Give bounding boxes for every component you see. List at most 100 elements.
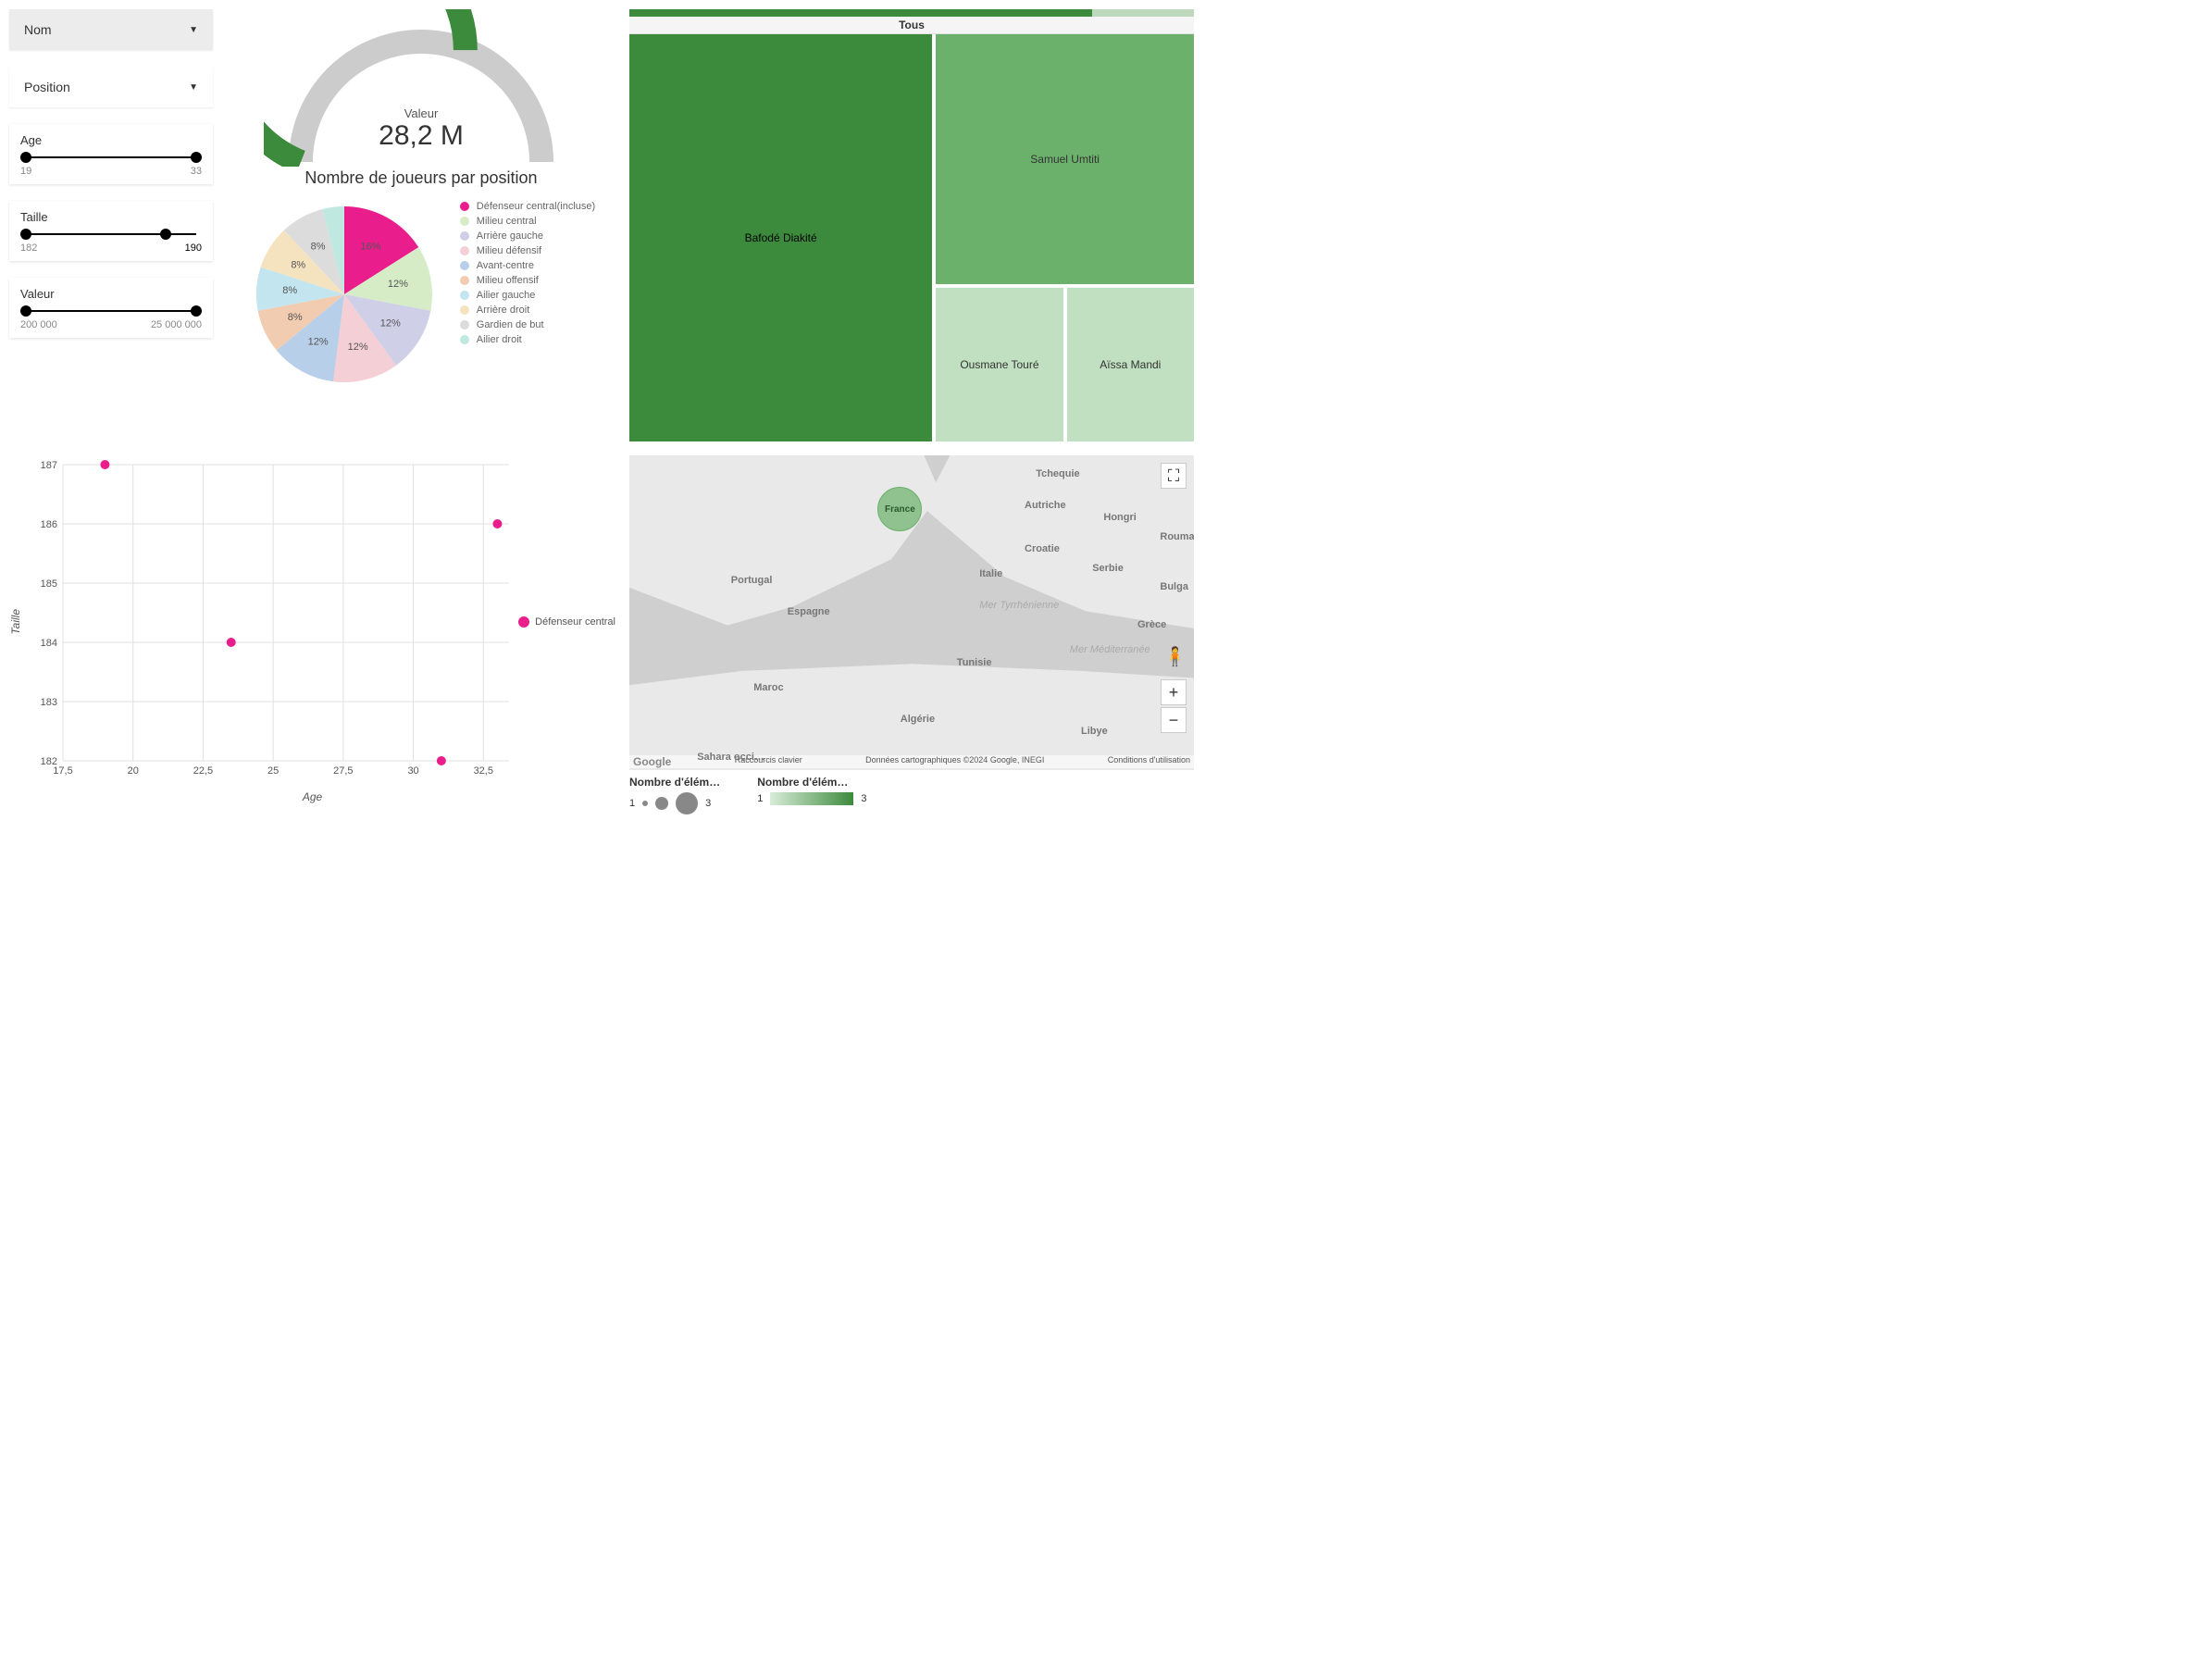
legend-dot-icon [460,261,469,270]
size-dot-large [676,792,698,814]
svg-text:8%: 8% [288,312,303,323]
scatter-chart: Taille 18218318418518618717,52022,52527,… [9,455,615,814]
map-country-label: Libye [1081,726,1108,737]
fullscreen-icon[interactable]: ⛶ [1161,463,1187,489]
pie-chart: 16%12%12%12%12%8%8%8%8% [247,197,441,392]
scatter-legend: Défenseur central [518,616,615,628]
svg-text:12%: 12% [380,317,401,329]
legend-dot-icon [460,202,469,211]
slider-valeur[interactable]: Valeur 200 000 25 000 000 [9,278,213,338]
svg-text:185: 185 [41,578,57,590]
map-country-label: Autriche [1025,500,1066,511]
svg-text:16%: 16% [360,241,380,252]
svg-text:186: 186 [41,519,57,530]
svg-text:17,5: 17,5 [53,765,72,777]
slider-age-max-handle[interactable] [191,152,202,163]
svg-text:8%: 8% [310,241,325,252]
legend-label: Arrière gauche [477,230,543,242]
slider-valeur-track[interactable] [26,310,196,312]
pie-legend-item[interactable]: Arrière gauche [460,230,595,242]
filters-panel: Nom ▼ Position ▼ Age 19 33 Taille [9,9,213,441]
legend-label: Défenseur central(incluse) [477,201,595,212]
slider-valeur-min-handle[interactable] [20,305,31,317]
map[interactable]: ⛶ + − 🧍 Google Raccourcis clavier Donnée… [629,455,1194,770]
dropdown-nom[interactable]: Nom ▼ [9,9,213,50]
legend-label: Milieu offensif [477,275,539,286]
scatter-y-label: Taille [9,609,22,635]
svg-text:8%: 8% [291,259,305,270]
pegman-icon[interactable]: 🧍 [1163,645,1187,668]
svg-text:12%: 12% [347,342,367,353]
treemap-header-bar [629,9,1194,17]
map-country-label: Grèce [1137,619,1166,630]
map-country-label: Espagne [788,606,830,617]
size-dot-med [655,797,668,810]
treemap-node-2[interactable]: Ousmane Touré [936,288,1063,441]
map-attr-right: Conditions d'utilisation [1108,755,1190,768]
slider-taille[interactable]: Taille 182 190 [9,201,213,261]
legend-dot-icon [460,217,469,226]
pie-legend-item[interactable]: Gardien de but [460,319,595,330]
legend-dot-icon [460,335,469,344]
treemap-node-0[interactable]: Bafodé Diakité [629,34,932,441]
map-country-label: Tunisie [957,657,992,668]
pie-legend-item[interactable]: Ailier droit [460,334,595,345]
svg-text:20: 20 [128,765,139,777]
map-legend-color-title: Nombre d'élém… [757,776,866,789]
slider-valeur-min: 200 000 [20,319,57,330]
pie-legend-item[interactable]: Milieu central [460,216,595,227]
treemap-node-3[interactable]: Aïssa Mandi [1067,288,1194,441]
treemap-node-3-label: Aïssa Mandi [1100,358,1161,371]
svg-text:187: 187 [41,460,57,471]
pie-legend-item[interactable]: Ailier gauche [460,290,595,301]
legend-dot-icon [460,291,469,300]
slider-taille-min-handle[interactable] [20,229,31,240]
pie-legend-item[interactable]: Milieu défensif [460,245,595,256]
slider-age-max: 33 [191,166,202,177]
slider-taille-track[interactable] [26,233,196,235]
pie-title: Nombre de joueurs par position [304,168,537,188]
dropdown-position[interactable]: Position ▼ [9,67,213,107]
slider-valeur-max: 25 000 000 [151,319,202,330]
svg-text:183: 183 [41,697,57,708]
pie-legend-item[interactable]: Milieu offensif [460,275,595,286]
treemap-node-1-label: Samuel Umtiti [1030,153,1100,166]
svg-text:25: 25 [267,765,279,777]
treemap-node-1[interactable]: Samuel Umtiti [936,34,1194,284]
zoom-out-button[interactable]: − [1161,707,1187,733]
scatter-point[interactable] [437,756,446,765]
scatter-point[interactable] [100,460,109,469]
treemap-node-0-label: Bafodé Diakité [745,231,817,244]
slider-age-min-handle[interactable] [20,152,31,163]
map-legend-color-max: 3 [861,793,866,804]
pie-legend-item[interactable]: Avant-centre [460,260,595,271]
slider-valeur-max-handle[interactable] [191,305,202,317]
map-country-label: Sahara occi… [697,752,764,763]
pie-legend-item[interactable]: Arrière droit [460,305,595,316]
svg-text:27,5: 27,5 [333,765,353,777]
slider-age[interactable]: Age 19 33 [9,124,213,184]
scatter-point[interactable] [227,638,236,647]
pie-legend-item[interactable]: Défenseur central(incluse) [460,201,595,212]
legend-label: Ailier droit [477,334,522,345]
scatter-point[interactable] [492,519,502,528]
zoom-in-button[interactable]: + [1161,679,1187,705]
map-legend-color-min: 1 [757,793,763,804]
dropdown-position-label: Position [24,80,70,94]
map-legend-size-title: Nombre d'élém… [629,776,720,789]
charts-middle: Valeur 28,2 M Nombre de joueurs par posi… [227,9,615,441]
slider-age-track[interactable] [26,156,196,158]
pie-legend: Défenseur central(incluse) Milieu central… [460,197,595,349]
map-legends: Nombre d'élém… 1 3 Nombre d'élém… 1 3 [629,776,1194,814]
map-country-label: Portugal [731,575,773,586]
legend-dot-icon [460,276,469,285]
legend-dot-icon [460,305,469,315]
slider-age-min: 19 [20,166,31,177]
scatter-svg: 18218318418518618717,52022,52527,53032,5… [26,455,509,789]
legend-label: Milieu central [477,216,537,227]
slider-taille-max-handle[interactable] [160,229,171,240]
dropdown-nom-label: Nom [24,22,52,37]
map-country-label: Italie [979,568,1002,579]
svg-text:32,5: 32,5 [474,765,493,777]
treemap: Tous Bafodé Diakité Samuel Umtiti Ousman… [629,9,1194,441]
